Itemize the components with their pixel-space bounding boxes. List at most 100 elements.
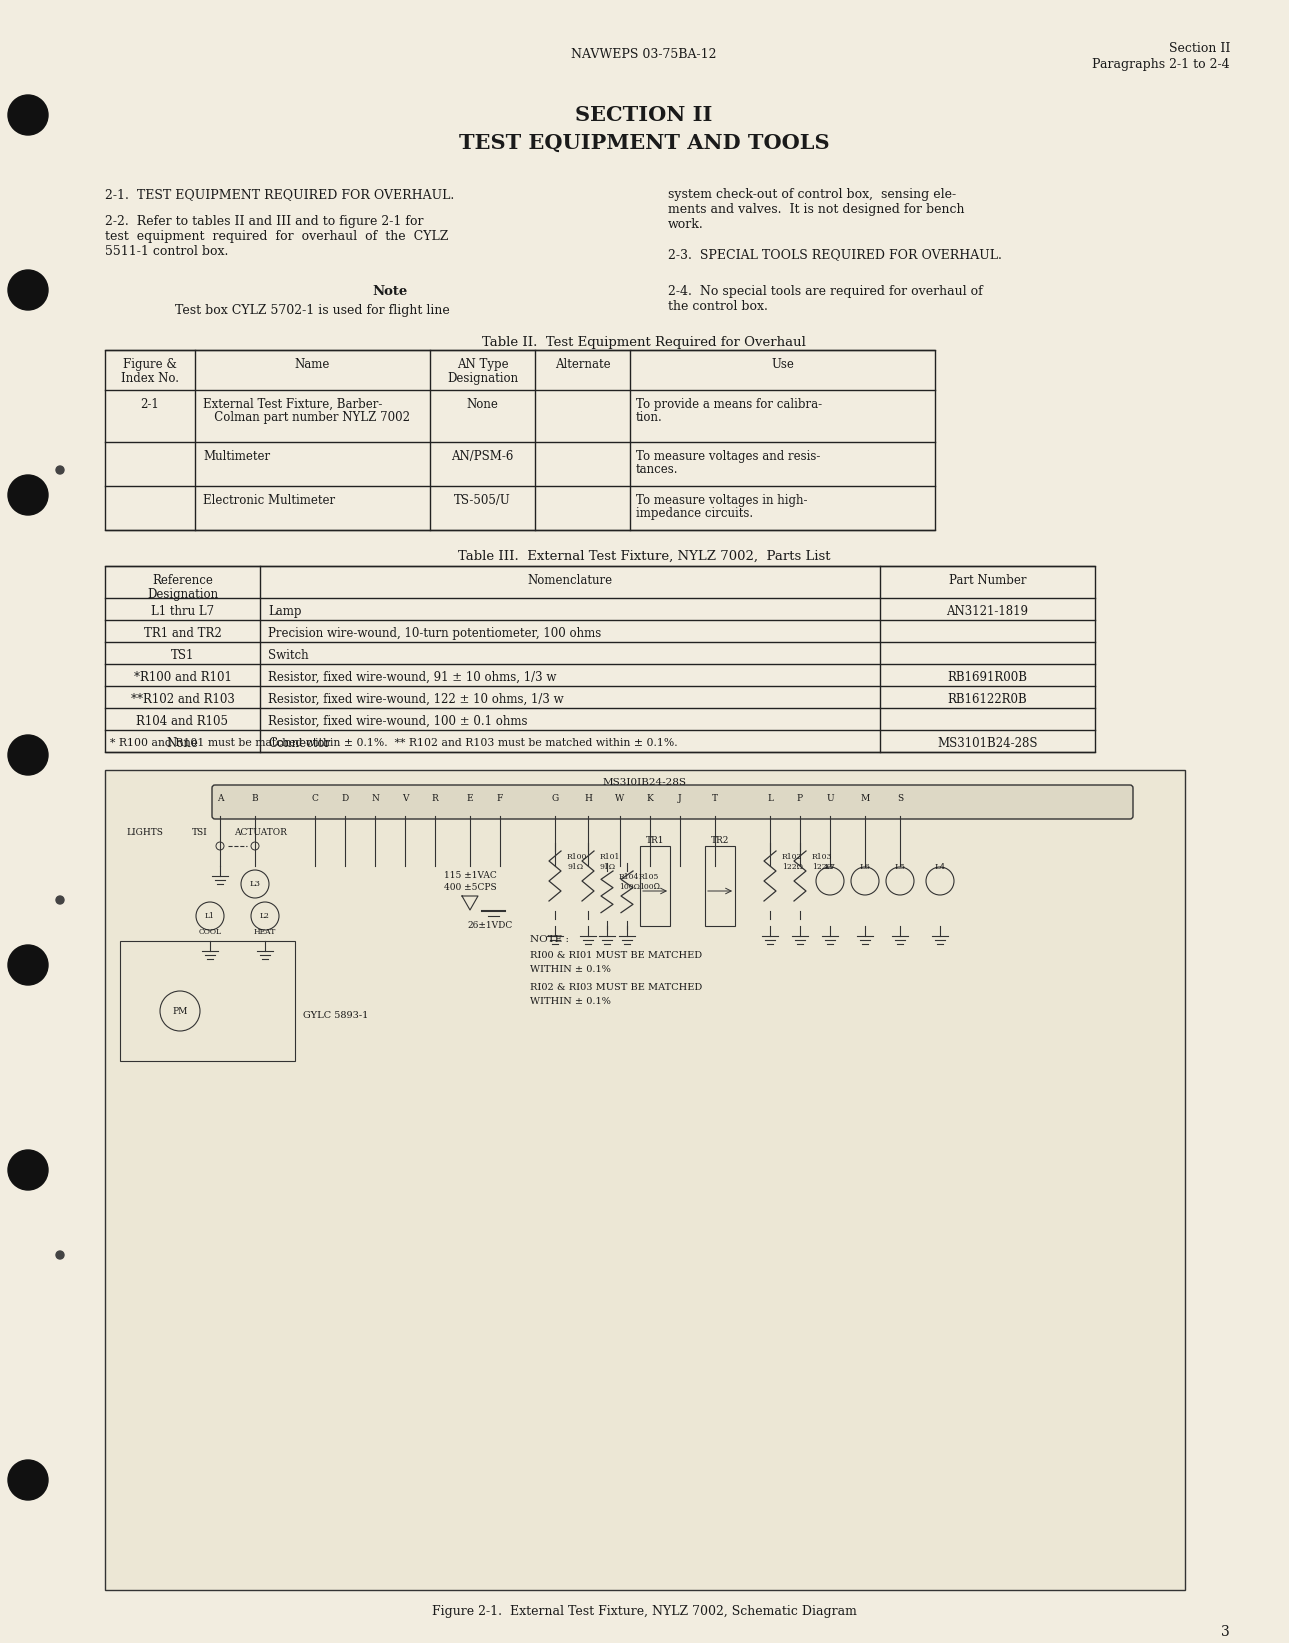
- Circle shape: [851, 868, 879, 895]
- FancyBboxPatch shape: [211, 785, 1133, 818]
- Text: TS-505/U: TS-505/U: [454, 495, 510, 508]
- Text: R104 and R105: R104 and R105: [137, 715, 228, 728]
- Text: J: J: [678, 794, 682, 803]
- Text: R104: R104: [619, 872, 639, 881]
- Text: MS3I0IB24-28S: MS3I0IB24-28S: [603, 779, 687, 787]
- Text: L3: L3: [250, 881, 260, 887]
- Text: Table II.  Test Equipment Required for Overhaul: Table II. Test Equipment Required for Ov…: [482, 337, 806, 348]
- Text: Colman part number NYLZ 7002: Colman part number NYLZ 7002: [202, 411, 410, 424]
- Text: Resistor, fixed wire-wound, 91 ± 10 ohms, 1/3 w: Resistor, fixed wire-wound, 91 ± 10 ohms…: [268, 670, 557, 683]
- Text: Note: Note: [373, 284, 407, 297]
- Circle shape: [926, 868, 954, 895]
- Circle shape: [241, 871, 269, 899]
- Circle shape: [886, 868, 914, 895]
- Text: Lamp: Lamp: [268, 605, 302, 618]
- Text: ments and valves.  It is not designed for bench: ments and valves. It is not designed for…: [668, 204, 964, 215]
- Text: C: C: [312, 794, 318, 803]
- Text: MS3101B24-28S: MS3101B24-28S: [937, 738, 1038, 749]
- Text: AN/PSM-6: AN/PSM-6: [451, 450, 514, 463]
- Text: L1: L1: [205, 912, 215, 920]
- Circle shape: [8, 945, 48, 986]
- Text: Precision wire-wound, 10-turn potentiometer, 100 ohms: Precision wire-wound, 10-turn potentiome…: [268, 628, 601, 641]
- Text: None: None: [467, 398, 499, 411]
- Text: Test box CYLZ 5702-1 is used for flight line: Test box CYLZ 5702-1 is used for flight …: [175, 304, 450, 317]
- Text: RI00 & RI01 MUST BE MATCHED: RI00 & RI01 MUST BE MATCHED: [530, 951, 703, 960]
- Text: system check-out of control box,  sensing ele-: system check-out of control box, sensing…: [668, 187, 956, 200]
- Bar: [104, 350, 935, 531]
- Text: L: L: [767, 794, 773, 803]
- Circle shape: [8, 734, 48, 775]
- Text: 2-1: 2-1: [141, 398, 160, 411]
- Text: test  equipment  required  for  overhaul  of  the  CYLZ: test equipment required for overhaul of …: [104, 230, 449, 243]
- Text: B: B: [251, 794, 258, 803]
- Text: Connector: Connector: [268, 738, 330, 749]
- Text: Figure 2-1.  External Test Fixture, NYLZ 7002, Schematic Diagram: Figure 2-1. External Test Fixture, NYLZ …: [432, 1605, 856, 1618]
- Text: TSI: TSI: [192, 828, 208, 836]
- Text: L5: L5: [895, 863, 905, 871]
- Text: E: E: [467, 794, 473, 803]
- Circle shape: [8, 475, 48, 514]
- Circle shape: [8, 1461, 48, 1500]
- Text: Alternate: Alternate: [554, 358, 610, 371]
- Text: Reference: Reference: [152, 573, 213, 587]
- Text: To measure voltages in high-: To measure voltages in high-: [635, 495, 807, 508]
- Text: Use: Use: [771, 358, 794, 371]
- Text: 100Ω: 100Ω: [619, 882, 641, 891]
- Text: 2-4.  No special tools are required for overhaul of: 2-4. No special tools are required for o…: [668, 284, 982, 297]
- Text: Multimeter: Multimeter: [202, 450, 271, 463]
- Text: TEST EQUIPMENT AND TOOLS: TEST EQUIPMENT AND TOOLS: [459, 133, 829, 153]
- Text: Nomenclature: Nomenclature: [527, 573, 612, 587]
- Text: LIGHTS: LIGHTS: [126, 828, 164, 836]
- Text: To provide a means for calibra-: To provide a means for calibra-: [635, 398, 822, 411]
- Text: 122Ω: 122Ω: [782, 863, 803, 871]
- Text: 26±1VDC: 26±1VDC: [468, 922, 513, 930]
- Text: the control box.: the control box.: [668, 301, 768, 314]
- Text: L4: L4: [935, 863, 946, 871]
- Text: External Test Fixture, Barber-: External Test Fixture, Barber-: [202, 398, 383, 411]
- Text: 115 ±1VAC: 115 ±1VAC: [443, 871, 496, 881]
- Text: tances.: tances.: [635, 463, 678, 476]
- Text: Designation: Designation: [447, 371, 518, 384]
- Text: 91Ω: 91Ω: [599, 863, 616, 871]
- Text: 400 ±5CPS: 400 ±5CPS: [443, 882, 496, 892]
- Circle shape: [55, 467, 64, 473]
- Text: F: F: [496, 794, 503, 803]
- Text: N: N: [371, 794, 379, 803]
- Text: Designation: Designation: [147, 588, 218, 601]
- Text: RI02 & RI03 MUST BE MATCHED: RI02 & RI03 MUST BE MATCHED: [530, 983, 703, 992]
- Text: RB16122R0B: RB16122R0B: [947, 693, 1027, 706]
- Bar: [641, 846, 670, 927]
- Text: Resistor, fixed wire-wound, 122 ± 10 ohms, 1/3 w: Resistor, fixed wire-wound, 122 ± 10 ohm…: [268, 693, 563, 706]
- Text: NOTE :: NOTE :: [530, 935, 568, 945]
- Text: R: R: [432, 794, 438, 803]
- Text: TR1 and TR2: TR1 and TR2: [143, 628, 222, 641]
- Text: None: None: [166, 738, 199, 749]
- Circle shape: [160, 991, 200, 1032]
- Text: AN3121-1819: AN3121-1819: [946, 605, 1029, 618]
- Text: R105: R105: [639, 872, 660, 881]
- Text: WITHIN ± 0.1%: WITHIN ± 0.1%: [530, 997, 611, 1006]
- Text: R101: R101: [599, 853, 620, 861]
- Text: impedance circuits.: impedance circuits.: [635, 508, 753, 519]
- Text: R100: R100: [567, 853, 588, 861]
- Text: TS1: TS1: [171, 649, 195, 662]
- Bar: [104, 771, 1185, 1590]
- Text: R102: R102: [782, 853, 802, 861]
- Text: SECTION II: SECTION II: [575, 105, 713, 125]
- Text: Part Number: Part Number: [949, 573, 1026, 587]
- Text: 5511-1 control box.: 5511-1 control box.: [104, 245, 228, 258]
- Circle shape: [217, 841, 224, 849]
- Text: 2-3.  SPECIAL TOOLS REQUIRED FOR OVERHAUL.: 2-3. SPECIAL TOOLS REQUIRED FOR OVERHAUL…: [668, 248, 1002, 261]
- Text: **R102 and R103: **R102 and R103: [130, 693, 235, 706]
- Text: U: U: [826, 794, 834, 803]
- Text: Electronic Multimeter: Electronic Multimeter: [202, 495, 335, 508]
- Text: 3: 3: [1221, 1625, 1230, 1640]
- Text: Figure &: Figure &: [122, 358, 177, 371]
- Text: Resistor, fixed wire-wound, 100 ± 0.1 ohms: Resistor, fixed wire-wound, 100 ± 0.1 oh…: [268, 715, 527, 728]
- Text: work.: work.: [668, 219, 704, 232]
- Text: 2-1.  TEST EQUIPMENT REQUIRED FOR OVERHAUL.: 2-1. TEST EQUIPMENT REQUIRED FOR OVERHAU…: [104, 187, 454, 200]
- Text: COOL: COOL: [199, 928, 222, 937]
- Bar: [104, 565, 1094, 752]
- Text: Section II: Section II: [1169, 43, 1230, 54]
- Circle shape: [8, 269, 48, 311]
